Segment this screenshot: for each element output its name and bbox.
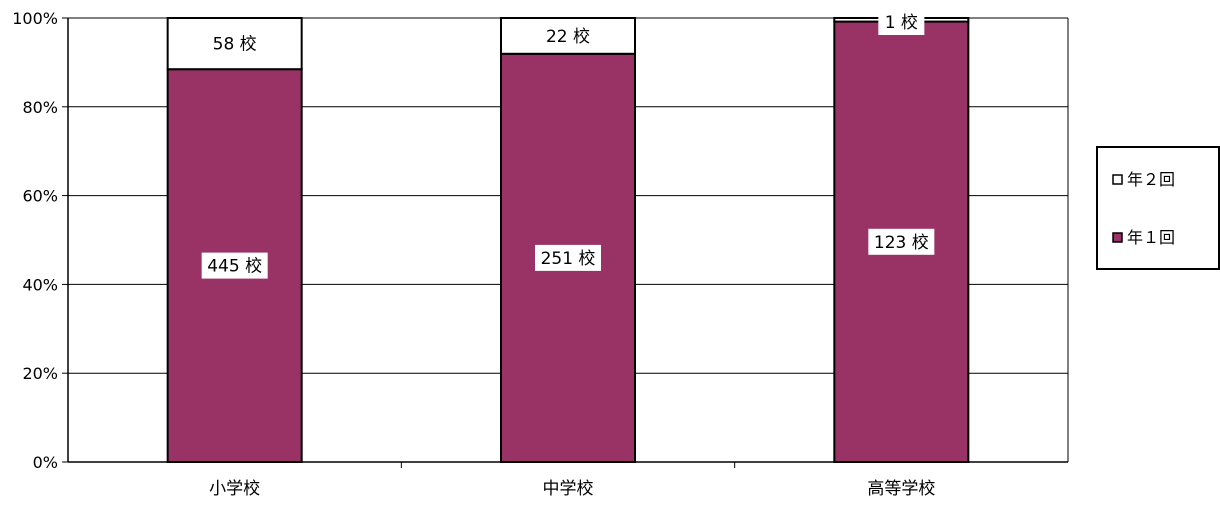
- data-label-box: [535, 244, 601, 271]
- legend-swatch: [1112, 174, 1123, 185]
- y-tick-label: 60%: [22, 187, 58, 206]
- x-category-label: 小学校: [209, 479, 260, 499]
- y-tick-label: 80%: [22, 98, 58, 117]
- data-label-box: [878, 9, 925, 35]
- legend-label: 年２回: [1127, 170, 1175, 189]
- y-tick-label: 40%: [22, 275, 58, 294]
- y-tick-label: 100%: [12, 9, 58, 28]
- y-tick-label: 20%: [22, 364, 58, 383]
- data-label: 251 校: [541, 249, 596, 269]
- legend-box: [1096, 146, 1220, 270]
- data-label-box: [201, 252, 268, 279]
- data-label: 123 校: [874, 233, 929, 253]
- legend-swatch: [1112, 232, 1123, 243]
- data-label: 1 校: [885, 13, 918, 33]
- legend-label: 年１回: [1127, 228, 1175, 247]
- data-label-box: [540, 22, 596, 49]
- x-category-label: 中学校: [543, 479, 594, 499]
- data-label: 445 校: [207, 257, 262, 277]
- data-label: 58 校: [213, 35, 257, 55]
- data-label-box: [206, 30, 263, 57]
- data-label-box: [868, 228, 935, 255]
- x-category-label: 高等学校: [867, 479, 935, 499]
- y-tick-label: 0%: [33, 453, 58, 472]
- data-label: 22 校: [546, 27, 590, 47]
